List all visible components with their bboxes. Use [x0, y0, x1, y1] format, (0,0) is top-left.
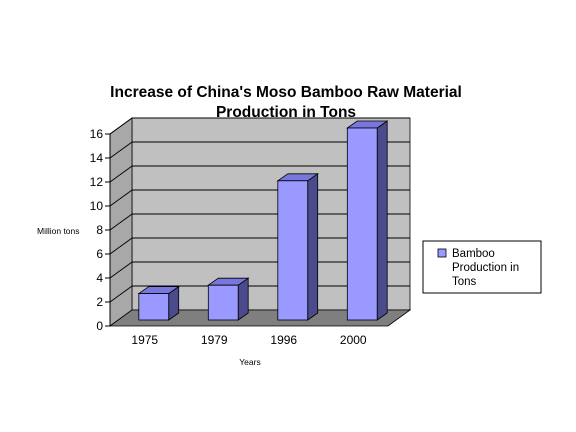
gridline-side: [109, 285, 133, 303]
gridline-side: [109, 261, 133, 279]
x-tick-label: 1996: [270, 333, 297, 347]
gridline-side: [109, 117, 133, 135]
bars: [137, 120, 389, 321]
x-tick-label: 1975: [131, 333, 158, 347]
floor: [108, 309, 412, 327]
x-axis-label: Years: [239, 357, 260, 367]
bar-side: [376, 120, 388, 321]
bar-1975: [138, 293, 170, 321]
bar-2000: [346, 127, 378, 321]
legend: Bamboo Production in Tons: [422, 240, 542, 294]
gridline-side: [109, 165, 133, 183]
gridline-side: [109, 213, 133, 231]
y-tick-label: 4: [96, 271, 103, 285]
y-tick-label: 0: [96, 319, 103, 333]
x-axis-ticks: 1975 1979 1996 2000: [131, 333, 367, 347]
chart-title-line-1: Increase of China's Moso Bamboo Raw Mate…: [110, 84, 462, 101]
legend-label-line-2: Production in: [452, 262, 519, 274]
bar-1979: [207, 284, 239, 321]
legend-label-line-3: Tons: [452, 276, 477, 288]
y-tick-label: 2: [96, 295, 103, 309]
y-tick-label: 14: [90, 151, 104, 165]
y-tick-label: 16: [90, 127, 104, 141]
gridline-side: [109, 237, 133, 255]
y-axis-ticks: 0 2 4 6 8 10 12 14 16: [90, 127, 111, 333]
legend-swatch: [437, 248, 447, 258]
gridline-side: [109, 189, 133, 207]
bar-1996: [277, 180, 309, 321]
gridline-side: [109, 141, 133, 159]
bar-side: [307, 173, 319, 321]
x-tick-label: 1979: [201, 333, 228, 347]
y-tick-label: 6: [96, 247, 103, 261]
y-tick-label: 10: [90, 199, 104, 213]
x-tick-label: 2000: [340, 333, 367, 347]
y-tick-label: 12: [90, 175, 104, 189]
y-tick-label: 8: [96, 223, 103, 237]
chart-title-line-2: Production in Tons: [216, 104, 356, 121]
legend-label-line-1: Bamboo: [452, 248, 495, 260]
y-axis-label: Million tons: [37, 226, 80, 236]
